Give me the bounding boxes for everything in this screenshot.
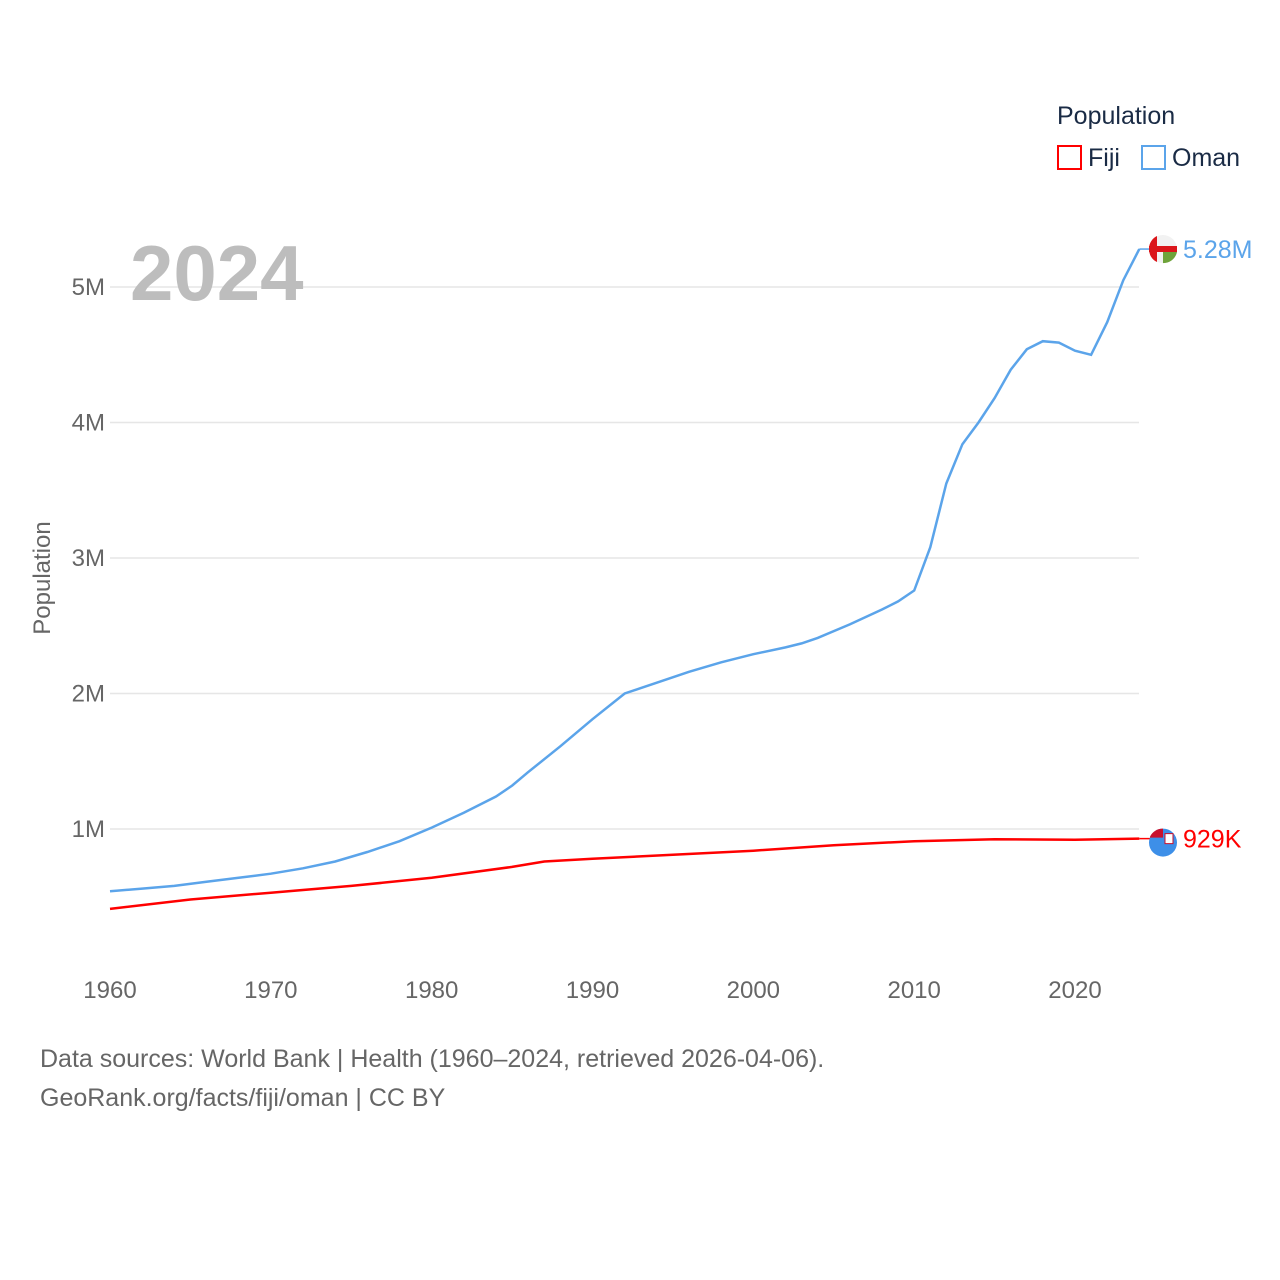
x-tick-label: 2000: [727, 977, 780, 1004]
attribution-link[interactable]: GeoRank.org/facts/fiji/oman | CC BY: [40, 1084, 446, 1112]
y-tick-label: 2M: [72, 681, 105, 708]
data-source-text: Data sources: World Bank | Health (1960–…: [40, 1045, 825, 1073]
x-tick-label: 2020: [1048, 977, 1101, 1004]
series-line-fiji: [109, 837, 1140, 911]
x-tick-label: 1960: [83, 977, 136, 1004]
x-tick-label: 2010: [887, 977, 940, 1004]
year-watermark: 2024: [130, 229, 304, 317]
end-value-label-fiji: 929K: [1183, 826, 1242, 854]
series-line-oman: [109, 248, 1141, 893]
x-tick-label: 1980: [405, 977, 458, 1004]
legend-label-oman[interactable]: Oman: [1172, 144, 1240, 172]
legend-swatch-oman[interactable]: [1141, 145, 1166, 170]
oman-flag-icon: [1148, 235, 1177, 264]
legend-title: Population: [1057, 102, 1175, 130]
y-tick-label: 1M: [72, 816, 105, 843]
y-tick-label: 3M: [72, 545, 105, 572]
end-value-label-oman: 5.28M: [1183, 236, 1252, 264]
y-tick-label: 5M: [72, 274, 105, 301]
fiji-flag-icon: [1149, 828, 1177, 857]
x-tick-label: 1970: [244, 977, 297, 1004]
legend-swatch-fiji[interactable]: [1057, 145, 1082, 170]
line-chart: 1M 2M 3M 4M 5M 2024 Population 1960 1970 1980 1…: [29, 102, 1252, 1004]
legend-label-fiji[interactable]: Fiji: [1088, 144, 1120, 172]
y-axis-label: Population: [29, 521, 56, 634]
x-tick-label: 1990: [566, 977, 619, 1004]
y-tick-label: 4M: [72, 410, 105, 437]
